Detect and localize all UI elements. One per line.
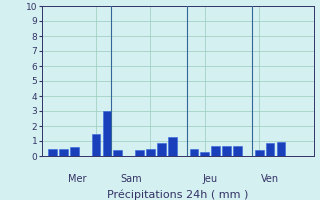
Text: Sam: Sam — [121, 174, 142, 184]
Bar — [146, 148, 155, 156]
Bar — [211, 146, 220, 156]
Bar — [233, 146, 242, 156]
Bar — [168, 137, 177, 156]
Bar — [157, 142, 166, 156]
Bar — [200, 152, 209, 156]
Bar — [48, 148, 57, 156]
Bar — [222, 146, 231, 156]
Text: Ven: Ven — [261, 174, 279, 184]
Text: Mer: Mer — [68, 174, 86, 184]
Text: Précipitations 24h ( mm ): Précipitations 24h ( mm ) — [107, 189, 248, 200]
Bar — [70, 147, 79, 156]
Text: Jeu: Jeu — [203, 174, 218, 184]
Bar — [266, 142, 275, 156]
Bar — [255, 150, 264, 156]
Bar — [59, 148, 68, 156]
Bar — [276, 142, 285, 156]
Bar — [102, 111, 111, 156]
Bar — [189, 148, 198, 156]
Bar — [113, 150, 122, 156]
Bar — [135, 150, 144, 156]
Bar — [92, 134, 100, 156]
